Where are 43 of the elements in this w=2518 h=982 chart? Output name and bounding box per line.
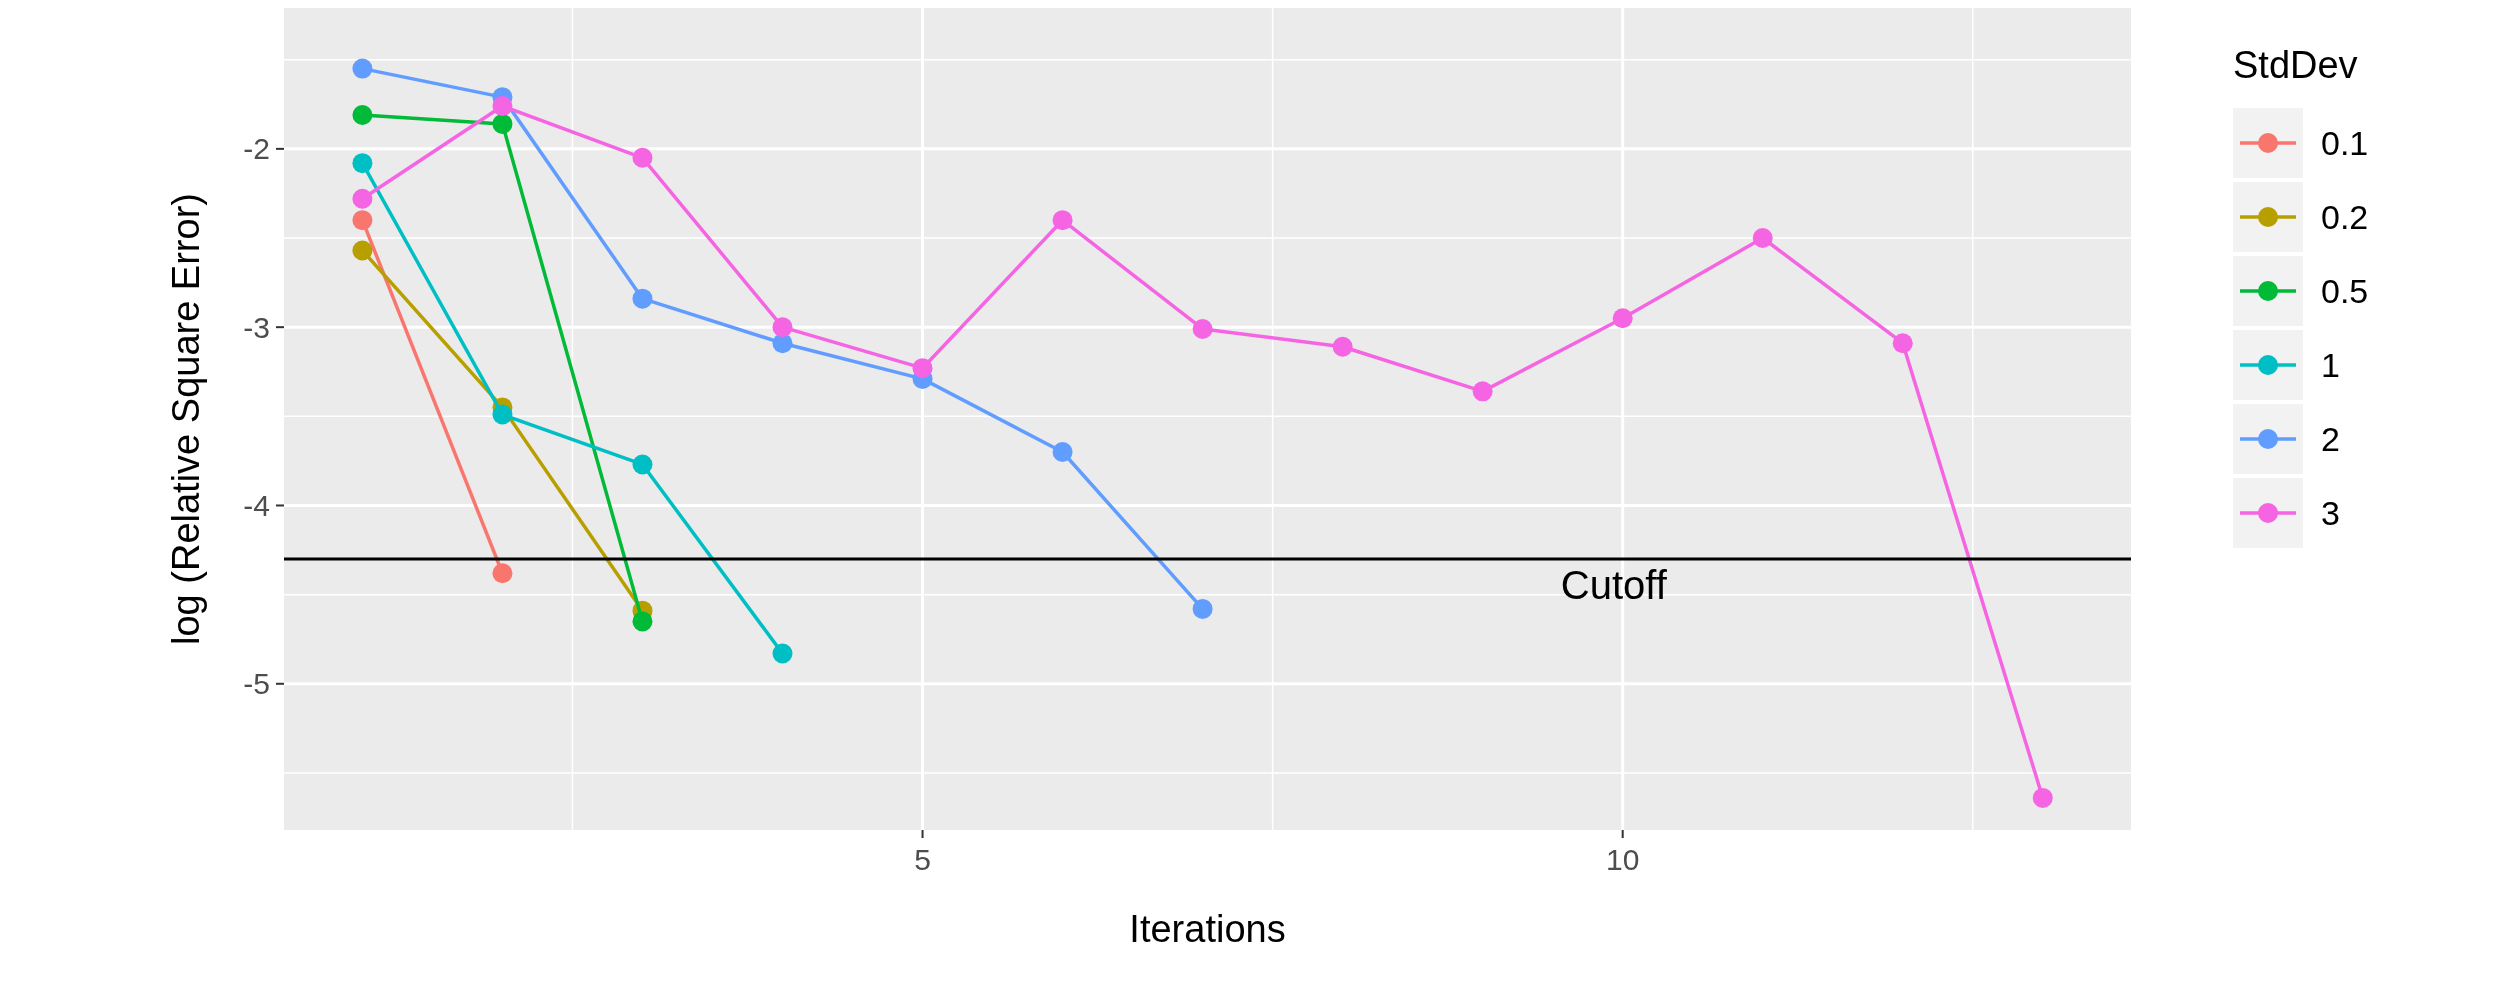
point — [1472, 381, 1493, 402]
point — [1052, 441, 1073, 462]
x-tick-label: 10 — [1606, 843, 1640, 876]
point — [352, 153, 373, 174]
point — [1192, 598, 1213, 619]
y-tick-label: -4 — [243, 488, 270, 522]
point — [352, 104, 373, 125]
point — [912, 358, 933, 379]
point — [1332, 336, 1353, 357]
legend-label: 3 — [2321, 493, 2340, 532]
legend-label: 0.1 — [2321, 123, 2369, 162]
y-tick-label: -3 — [243, 310, 270, 344]
legend-title: StdDev — [2233, 44, 2358, 86]
x-axis-title: Iterations — [1129, 908, 1286, 950]
y-axis-title: log (Relative Square Error) — [165, 193, 207, 645]
point — [772, 643, 793, 664]
point — [492, 563, 513, 584]
point — [492, 113, 513, 134]
point — [352, 210, 373, 231]
point — [352, 188, 373, 209]
point — [632, 288, 653, 309]
point — [352, 58, 373, 79]
point — [492, 404, 513, 425]
point — [492, 96, 513, 117]
point — [632, 611, 653, 632]
point — [1752, 228, 1773, 249]
x-tick-label: 5 — [914, 843, 931, 876]
point — [2032, 787, 2053, 808]
point — [1612, 308, 1633, 329]
legend-label: 0.5 — [2321, 271, 2369, 310]
y-tick-label: -5 — [243, 667, 270, 701]
legend-label: 0.2 — [2321, 197, 2369, 236]
point — [1192, 318, 1213, 339]
point — [352, 240, 373, 261]
legend-label: 1 — [2321, 345, 2340, 384]
point — [1892, 333, 1913, 354]
point — [1052, 210, 1073, 231]
ref-line-label: Cutoff — [1560, 562, 1668, 607]
legend-label: 2 — [2321, 419, 2340, 458]
point — [632, 147, 653, 168]
point — [632, 454, 653, 475]
point — [772, 317, 793, 338]
y-tick-label: -2 — [243, 132, 270, 166]
